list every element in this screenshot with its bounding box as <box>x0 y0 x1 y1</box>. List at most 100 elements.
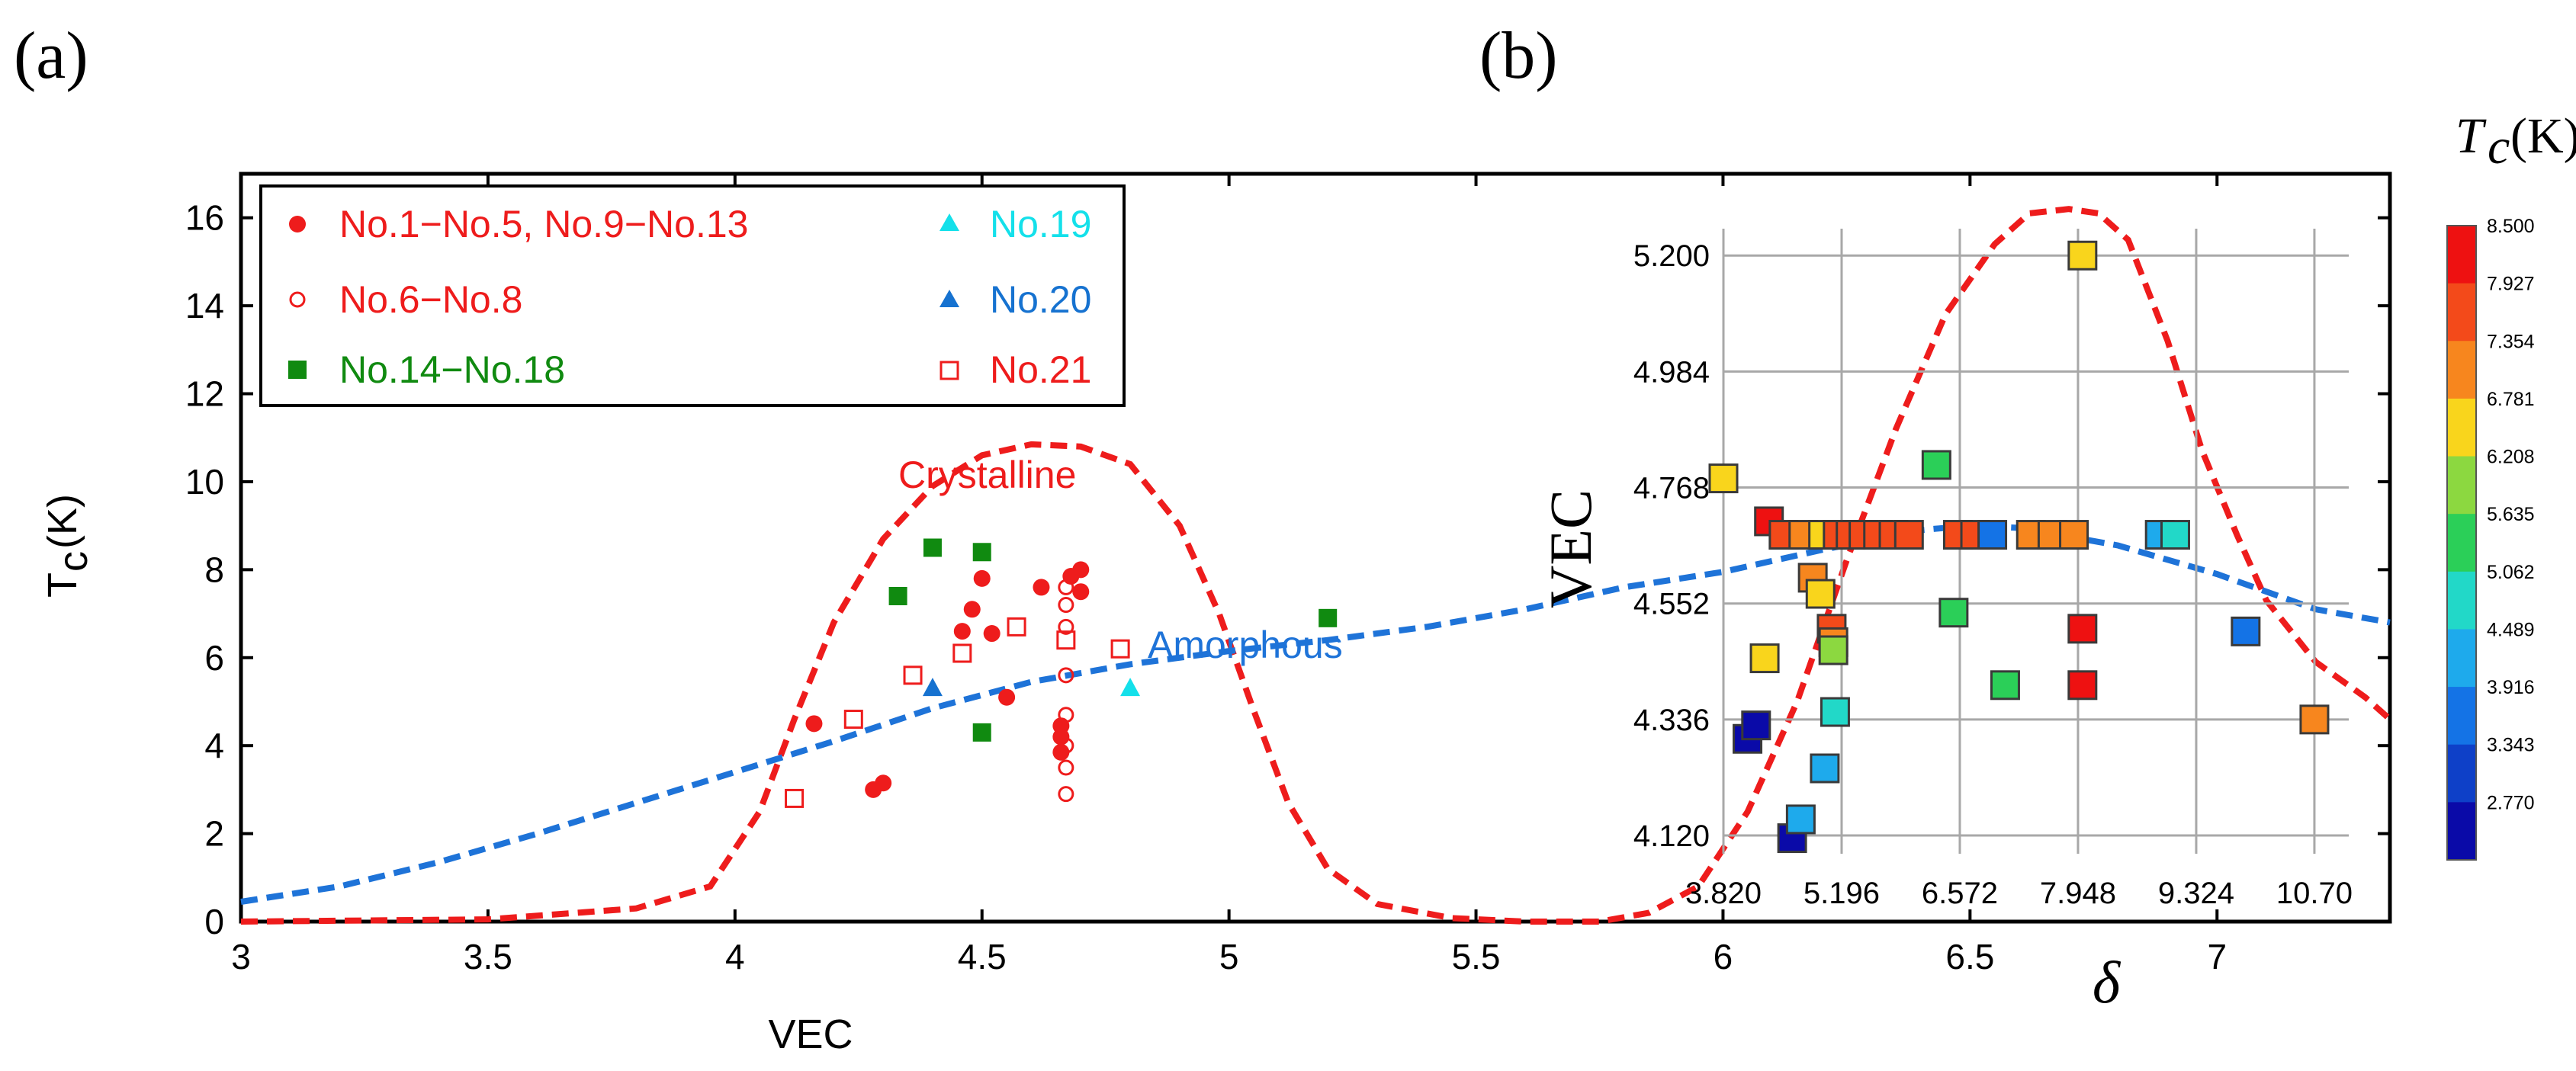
data-point-series-1 <box>1058 737 1074 754</box>
y-tick-label: 6 <box>204 638 224 678</box>
panel-a-ticks: 3 3.5 4 4.5 5 5.5 6 6.5 7 0 2 4 6 8 10 12 14 16 <box>185 174 2390 976</box>
colorbar-cell <box>2447 802 2476 861</box>
x-tick-label: 3.820 <box>1685 877 1762 910</box>
y-tick-label: 10 <box>185 462 224 502</box>
colorbar-cell <box>2447 226 2476 284</box>
data-point-series-0 <box>1072 561 1090 579</box>
colorbar-tick-label: 7.354 <box>2487 331 2535 352</box>
x-tick-label: 5 <box>1219 937 1239 976</box>
panel-b: (b) 3.820 5.196 6.572 7.948 9.324 10.70 5.200 4… <box>1479 19 2576 1015</box>
legend-marker-open-circle <box>289 291 306 308</box>
legend-marker-triangle-blue <box>940 290 959 307</box>
data-point-series-0 <box>998 688 1016 706</box>
data-point-series-0 <box>805 715 823 733</box>
panel-b-label: (b) <box>1479 19 1558 93</box>
y-tick-label: 4 <box>204 726 224 765</box>
data-point-series-1 <box>1058 618 1074 635</box>
data-point-series-5 <box>785 788 805 808</box>
x-tick-label: 7 <box>2207 937 2227 976</box>
panel-a-ylabel-sub: c <box>50 551 96 572</box>
heatmap-point <box>1990 670 2020 701</box>
data-point-series-0 <box>953 623 971 640</box>
data-point-series-2 <box>972 543 991 562</box>
y-tick-label: 4.552 <box>1633 588 1710 621</box>
amorphous-curve <box>240 522 2391 905</box>
panel-b-ylabel: VEC <box>1537 489 1604 608</box>
colorbar-tick-label: 4.489 <box>2487 619 2535 640</box>
x-tick-label: 4 <box>725 937 745 976</box>
legend-marker-filled-circle <box>289 216 306 232</box>
legend-label-no21: No.21 <box>990 348 1091 391</box>
legend-marker-filled-square <box>288 361 307 379</box>
heatmap-point <box>1818 635 1848 665</box>
panel-a-curves <box>240 206 2392 925</box>
data-point-series-1 <box>1058 597 1074 614</box>
colorbar-labels: 8.500 7.927 7.354 6.781 6.208 5.635 5.062 4.489… <box>2487 216 2535 813</box>
y-tick-label: 5.200 <box>1633 239 1710 273</box>
colorbar-cell <box>2447 687 2476 746</box>
y-tick-label: 8 <box>204 550 224 589</box>
data-point-series-0 <box>983 625 1001 643</box>
data-point-series-5 <box>1056 630 1076 650</box>
heatmap-point <box>1708 463 1739 494</box>
panel-b-ticks: 3.820 5.196 6.572 7.948 9.324 10.70 5.200 4.984… <box>1633 239 2353 910</box>
colorbar-tick-label: 8.500 <box>2487 216 2535 237</box>
colorbar-cell <box>2447 571 2476 630</box>
data-point-series-2 <box>1319 608 1338 627</box>
heatmap-point <box>1893 520 1924 550</box>
x-tick-label: 7.948 <box>2040 877 2116 910</box>
crystalline-annotation: Crystalline <box>898 454 1076 496</box>
data-point-series-1 <box>1058 759 1074 776</box>
data-point-series-0 <box>1052 743 1070 761</box>
data-point-series-5 <box>952 643 972 663</box>
panel-a-ylabel: T c (K) <box>40 494 96 598</box>
colorbar-cell <box>2447 398 2476 457</box>
heatmap-point <box>1820 697 1850 727</box>
heatmap-point <box>1938 598 1969 628</box>
panel-a-xlabel: VEC <box>768 1012 853 1057</box>
heatmap-point <box>2059 520 2089 550</box>
colorbar-cell <box>2447 514 2476 572</box>
legend-label-no19: No.19 <box>990 203 1091 245</box>
panel-b-xlabel: δ <box>2093 949 2122 1015</box>
data-point-series-0 <box>973 569 991 587</box>
legend-label-no1-no13: No.1−No.5, No.9−No.13 <box>339 203 748 245</box>
colorbar-tick-label: 5.635 <box>2487 504 2535 525</box>
heatmap-point <box>2067 614 2098 644</box>
colorbar-frame <box>2446 225 2477 861</box>
panel-b-grid <box>1722 229 2349 854</box>
colorbar-tick-label: 3.343 <box>2487 735 2535 756</box>
legend-box <box>259 184 1126 407</box>
heatmap-point <box>1805 579 1836 609</box>
x-tick-label: 5.196 <box>1804 877 1880 910</box>
panel-a-ylabel-unit: (K) <box>40 494 85 549</box>
colorbar-tick-label: 5.062 <box>2487 562 2535 583</box>
y-tick-label: 4.336 <box>1633 704 1710 737</box>
colorbar-tick-label: 3.916 <box>2487 677 2535 698</box>
colorbar-cells <box>2446 225 2477 861</box>
heatmap-point <box>2299 704 2330 735</box>
data-point-series-2 <box>923 538 942 557</box>
heatmap-point <box>2231 616 2261 646</box>
data-point-series-5 <box>843 710 863 729</box>
data-point-series-1 <box>1058 667 1074 684</box>
x-tick-label: 6.5 <box>1945 937 1994 976</box>
data-point-series-1 <box>1058 786 1074 803</box>
x-tick-label: 6 <box>1714 937 1733 976</box>
data-point-series-2 <box>888 586 907 605</box>
colorbar-tick-label: 2.770 <box>2487 792 2535 813</box>
data-point-series-4 <box>922 678 943 697</box>
colorbar-tick-label: 7.927 <box>2487 274 2535 295</box>
data-point-series-5 <box>903 665 923 685</box>
legend-marker-open-square <box>940 361 959 380</box>
data-point-series-0 <box>1033 579 1050 596</box>
heatmap-point <box>1921 450 1951 480</box>
y-tick-label: 4.120 <box>1633 819 1710 853</box>
panel-a-plot-frame <box>239 172 2392 924</box>
heatmap-point <box>1977 520 2008 550</box>
amorphous-annotation: Amorphous <box>1148 624 1343 666</box>
colorbar-cell <box>2447 341 2476 399</box>
heatmap-point <box>1749 643 1780 674</box>
colorbar-title-sub: c <box>2488 119 2510 175</box>
